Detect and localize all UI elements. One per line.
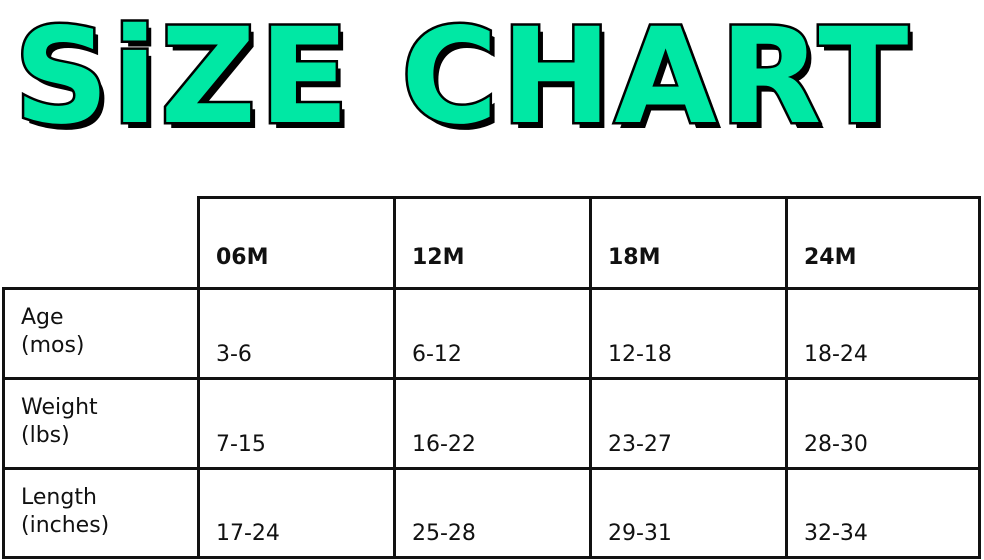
row-label-line: Weight xyxy=(21,395,98,420)
table-cell: 17-24 xyxy=(197,467,396,559)
column-header: 24M xyxy=(785,196,981,290)
table-cell: 7-15 xyxy=(197,377,396,470)
table-cell: 6-12 xyxy=(393,287,592,380)
size-chart-title: SiZE CHART xyxy=(11,0,912,155)
table-cell: 3-6 xyxy=(197,287,396,380)
table-cell: 32-34 xyxy=(785,467,981,559)
column-header: 06M xyxy=(197,196,396,290)
table-cell: 16-22 xyxy=(393,377,592,470)
row-label: Weight (lbs) xyxy=(2,377,200,470)
row-label-line: (mos) xyxy=(21,333,85,358)
table-cell: 28-30 xyxy=(785,377,981,470)
table-cell: 29-31 xyxy=(589,467,788,559)
row-label-line: (lbs) xyxy=(21,423,70,448)
table-cell: 25-28 xyxy=(393,467,592,559)
table-cell: 23-27 xyxy=(589,377,788,470)
row-label-line: Age xyxy=(21,305,64,330)
row-label-line: Length xyxy=(21,485,97,510)
row-label-line: (inches) xyxy=(21,513,110,538)
column-header: 12M xyxy=(393,196,592,290)
column-header: 18M xyxy=(589,196,788,290)
table-cell: 12-18 xyxy=(589,287,788,380)
row-label: Age (mos) xyxy=(2,287,200,380)
table-cell: 18-24 xyxy=(785,287,981,380)
row-label: Length (inches) xyxy=(2,467,200,559)
